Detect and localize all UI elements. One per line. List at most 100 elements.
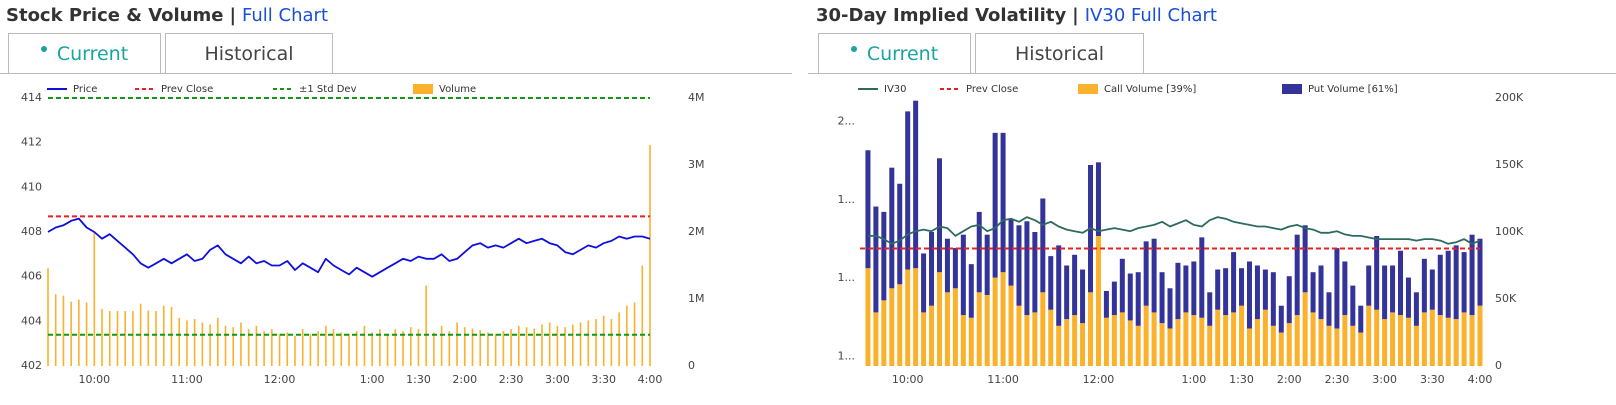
volume-bar bbox=[1310, 312, 1316, 366]
volume-bar bbox=[564, 327, 566, 366]
volume-bar bbox=[1326, 292, 1332, 326]
volume-bar bbox=[889, 288, 895, 366]
volume-bar bbox=[209, 324, 211, 366]
volume-bar bbox=[224, 325, 227, 366]
y2-tick-label: 3M bbox=[688, 158, 705, 171]
tab-historical[interactable]: Historical bbox=[975, 33, 1144, 73]
volume-bar bbox=[1207, 325, 1213, 366]
volume-bar bbox=[216, 317, 219, 366]
volume-bar bbox=[487, 332, 489, 366]
volume-bar bbox=[873, 312, 879, 366]
volume-bar bbox=[541, 324, 543, 366]
volume-bar bbox=[1151, 238, 1157, 313]
volume-bar bbox=[1342, 315, 1348, 366]
volume-bar bbox=[1103, 317, 1109, 366]
volume-bar bbox=[1398, 250, 1404, 316]
volume-bar bbox=[1366, 265, 1372, 306]
volume-bar bbox=[525, 327, 528, 366]
volume-bar bbox=[618, 312, 620, 366]
tab-historical[interactable]: Historical bbox=[165, 33, 333, 73]
volume-bar bbox=[952, 248, 958, 289]
volume-bar bbox=[1000, 272, 1006, 366]
volume-bar bbox=[641, 265, 644, 366]
volume-bar bbox=[1064, 265, 1070, 320]
volume-bar bbox=[1223, 268, 1229, 316]
volume-bar bbox=[1429, 269, 1435, 310]
volume-bar bbox=[1143, 241, 1149, 306]
volume-bar bbox=[386, 333, 389, 366]
legend-label: Prev Close bbox=[966, 84, 1018, 95]
volume-bar bbox=[595, 319, 597, 366]
volume-bar bbox=[1056, 245, 1062, 326]
legend-label: Volume bbox=[439, 84, 476, 95]
volume-bar bbox=[1477, 238, 1483, 306]
volume-bar bbox=[517, 325, 520, 366]
volume-bar bbox=[440, 325, 443, 366]
full-chart-link[interactable]: Full Chart bbox=[242, 5, 328, 26]
tab-current[interactable]: Current bbox=[8, 33, 161, 73]
volume-bar bbox=[1334, 248, 1340, 329]
volume-bar bbox=[409, 327, 412, 366]
volume-bar bbox=[1095, 236, 1101, 366]
volume-bar bbox=[1453, 319, 1459, 366]
y-tick-label: 2... bbox=[838, 115, 856, 128]
separator: | bbox=[229, 5, 237, 26]
volume-bar bbox=[116, 311, 119, 366]
volume-bar bbox=[1175, 262, 1181, 320]
volume-bar bbox=[286, 332, 289, 366]
volume-bar bbox=[1461, 312, 1467, 366]
volume-bar bbox=[626, 305, 628, 366]
volume-bar bbox=[494, 333, 497, 366]
full-chart-link[interactable]: IV30 Full Chart bbox=[1084, 5, 1217, 26]
volume-bar bbox=[456, 322, 458, 366]
volume-bar bbox=[1024, 315, 1030, 366]
volume-bar bbox=[1088, 292, 1094, 366]
volume-bar bbox=[976, 292, 982, 366]
volume-bar bbox=[402, 331, 404, 366]
volume-bar bbox=[1016, 225, 1022, 306]
volume-bar bbox=[1350, 325, 1356, 366]
tab-current[interactable]: Current bbox=[818, 33, 971, 73]
volume-bar bbox=[976, 211, 982, 293]
x-tick-label: 3:00 bbox=[1372, 373, 1397, 386]
x-tick-label: 12:00 bbox=[1083, 373, 1115, 386]
volume-bar bbox=[960, 234, 966, 316]
volume-bar bbox=[1286, 323, 1292, 366]
volume-bar bbox=[1231, 252, 1237, 313]
volume-bar bbox=[101, 309, 103, 366]
volume-bar bbox=[1239, 268, 1245, 306]
volume-bar bbox=[1199, 237, 1205, 318]
x-tick-label: 1:30 bbox=[1229, 373, 1254, 386]
y-tick-label: 406 bbox=[21, 270, 42, 283]
x-tick-label: 12:00 bbox=[264, 373, 296, 386]
x-tick-label: 4:00 bbox=[1468, 373, 1493, 386]
volume-bar bbox=[1048, 309, 1054, 366]
volume-bar bbox=[1270, 325, 1276, 366]
x-tick-label: 4:00 bbox=[638, 373, 663, 386]
x-tick-label: 10:00 bbox=[78, 373, 110, 386]
volume-bar bbox=[1072, 315, 1078, 366]
volume-bar bbox=[201, 322, 204, 366]
y2-tick-label: 100K bbox=[1495, 225, 1524, 238]
y2-tick-label: 200K bbox=[1495, 91, 1524, 104]
y-tick-label: 404 bbox=[21, 314, 42, 327]
volume-bar bbox=[1445, 250, 1451, 318]
volume-bar bbox=[649, 144, 651, 366]
volume-bar bbox=[85, 302, 88, 366]
volume-bar bbox=[1254, 319, 1260, 366]
volume-bar bbox=[502, 331, 505, 366]
volume-bar bbox=[294, 335, 296, 366]
volume-bar bbox=[548, 322, 551, 366]
volume-bar bbox=[510, 329, 512, 366]
volume-bar bbox=[1207, 292, 1213, 326]
volume-bar bbox=[162, 305, 165, 366]
volume-bar bbox=[1390, 265, 1396, 313]
volume-bar bbox=[186, 320, 188, 366]
volume-bar bbox=[897, 284, 903, 366]
volume-bar bbox=[70, 301, 72, 366]
volume-bar bbox=[944, 238, 950, 293]
volume-bar bbox=[1040, 198, 1046, 293]
volume-bar bbox=[1024, 221, 1030, 316]
volume-bar bbox=[1199, 317, 1205, 366]
volume-bar bbox=[1350, 285, 1356, 326]
